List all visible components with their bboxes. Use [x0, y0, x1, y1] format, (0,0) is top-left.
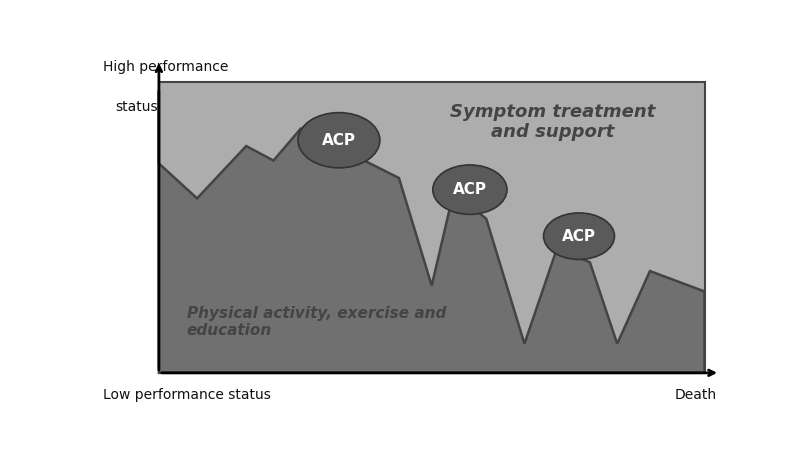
Text: ACP: ACP	[453, 182, 487, 197]
Text: Death: Death	[674, 388, 717, 402]
Text: Physical activity, exercise and
education: Physical activity, exercise and educatio…	[187, 306, 446, 338]
Text: Low performance status: Low performance status	[103, 388, 271, 402]
Ellipse shape	[298, 113, 380, 168]
Bar	[159, 82, 705, 373]
Text: ACP: ACP	[322, 133, 356, 148]
Ellipse shape	[543, 213, 614, 260]
Ellipse shape	[433, 165, 507, 214]
Text: Symptom treatment
and support: Symptom treatment and support	[450, 102, 655, 142]
Polygon shape	[159, 91, 705, 373]
Text: status: status	[115, 100, 158, 114]
Text: ACP: ACP	[562, 228, 596, 244]
Text: High performance: High performance	[103, 60, 229, 74]
